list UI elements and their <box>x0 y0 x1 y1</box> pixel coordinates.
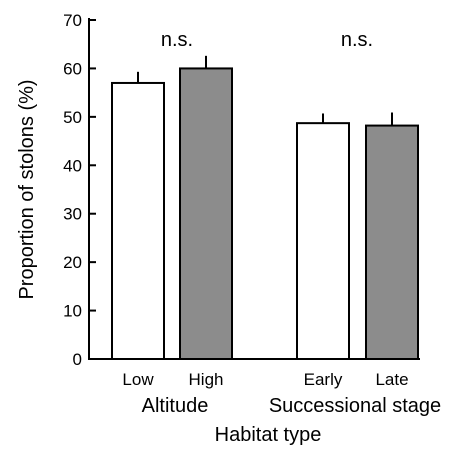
bar-late <box>365 124 419 361</box>
x-tick-label: Low <box>122 370 154 389</box>
x-tick-label: Early <box>304 370 343 389</box>
error-bars-layer <box>137 55 393 126</box>
y-tick-label: 60 <box>63 59 82 78</box>
bars-layer <box>111 67 419 361</box>
y-tick-label: 70 <box>63 11 82 30</box>
axes-layer <box>88 18 420 360</box>
y-tick-label: 20 <box>63 253 82 272</box>
x-tick-label: High <box>189 370 224 389</box>
x-axis-label: Habitat type <box>215 424 322 446</box>
labels-layer: 0 10 20 30 40 50 60 70 Low High Altitude n.s. Early L… <box>63 11 441 417</box>
x-tick-label: Late <box>375 370 408 389</box>
y-tick-label: 0 <box>73 350 82 369</box>
bar-early <box>296 122 350 360</box>
y-tick-label: 40 <box>63 156 82 175</box>
bar-high <box>179 67 233 361</box>
bar-low <box>111 81 165 360</box>
significance-annotation: n.s. <box>161 29 193 51</box>
significance-annotation: n.s. <box>341 29 373 51</box>
group-label: Successional stage <box>269 395 441 417</box>
y-tick-label: 10 <box>63 302 82 321</box>
y-tick-label: 30 <box>63 205 82 224</box>
y-tick-label: 50 <box>63 108 82 127</box>
y-axis-label: Proportion of stolons (%) <box>16 79 38 299</box>
group-label: Altitude <box>142 395 209 417</box>
